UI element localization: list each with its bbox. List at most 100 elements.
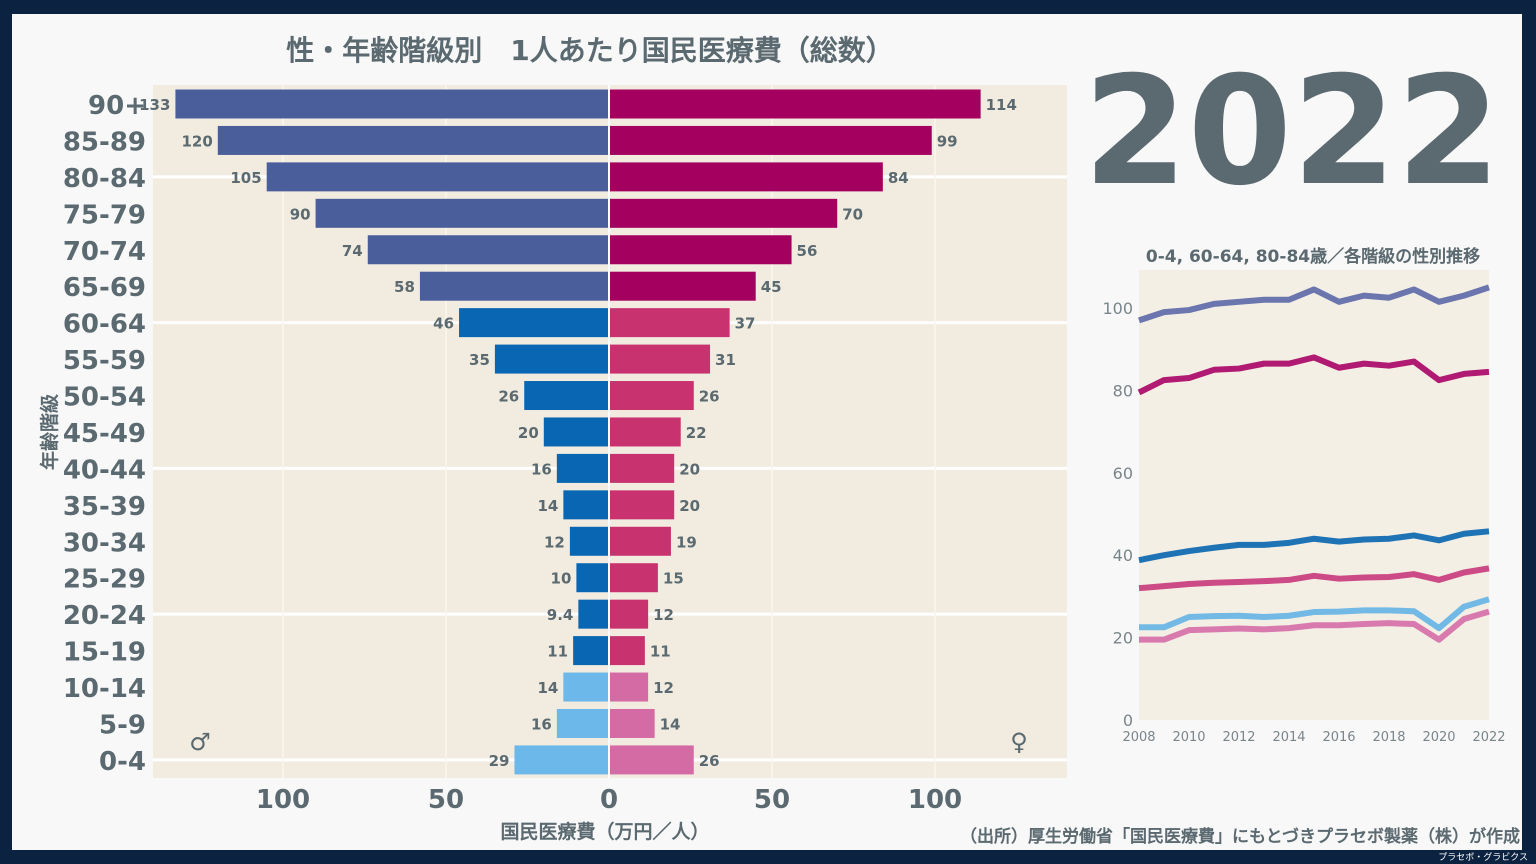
bar-male-0-4 xyxy=(514,745,609,775)
data-label-male: 11 xyxy=(547,643,568,661)
x-tick-label: 0 xyxy=(600,785,618,815)
y-tick-label: 25-29 xyxy=(63,565,146,595)
data-label-male: 29 xyxy=(489,752,510,770)
bar-male-65-69 xyxy=(419,271,609,301)
line-series-60-64-male xyxy=(1138,528,1490,564)
line-series-80-84-female xyxy=(1137,354,1490,396)
x-tick-label: 100 xyxy=(256,785,310,815)
data-label-male: 14 xyxy=(537,497,558,515)
data-label-female: 19 xyxy=(676,533,697,551)
data-label-male: 133 xyxy=(139,96,170,114)
line-x-tick-label: 2008 xyxy=(1122,730,1155,745)
pyramid-y-axis-label: 年齢階級 xyxy=(38,394,61,470)
data-label-female: 31 xyxy=(715,351,736,369)
data-label-female: 11 xyxy=(650,643,671,661)
bar-male-70-74 xyxy=(367,235,609,265)
female-symbol: ♀ xyxy=(1010,728,1028,756)
bar-male-60-64 xyxy=(459,308,609,338)
y-tick-label: 30-34 xyxy=(63,528,146,558)
line-y-tick-label: 60 xyxy=(1113,464,1133,483)
bar-female-5-9 xyxy=(609,708,655,738)
data-label-male: 16 xyxy=(531,460,552,478)
line-x-tick-label: 2022 xyxy=(1472,730,1505,745)
x-tick-label: 100 xyxy=(908,785,962,815)
data-label-male: 10 xyxy=(551,570,572,588)
bar-female-0-4 xyxy=(609,745,694,775)
data-label-male: 35 xyxy=(469,351,490,369)
line-x-tick-label: 2018 xyxy=(1372,730,1405,745)
year-label: 2022 xyxy=(1083,45,1500,219)
data-label-female: 15 xyxy=(663,570,684,588)
bar-male-30-34 xyxy=(569,526,609,556)
bar-female-20-24 xyxy=(609,599,649,629)
bar-female-50-54 xyxy=(609,381,694,411)
data-label-male: 26 xyxy=(498,388,519,406)
bar-female-30-34 xyxy=(609,526,671,556)
pyramid-x-axis-label: 国民医療費（万円／人） xyxy=(500,820,709,843)
bar-female-15-19 xyxy=(609,636,645,666)
data-label-male: 9.4 xyxy=(547,606,574,624)
y-tick-label: 10-14 xyxy=(63,674,146,704)
y-tick-label: 0-4 xyxy=(99,747,146,777)
data-label-male: 20 xyxy=(518,424,539,442)
data-label-female: 12 xyxy=(653,606,674,624)
line-series-0-4-female xyxy=(1139,608,1490,643)
data-label-female: 22 xyxy=(686,424,707,442)
data-label-female: 20 xyxy=(679,497,700,515)
line-series-0-4-male xyxy=(1139,596,1490,632)
data-label-female: 20 xyxy=(679,460,700,478)
bar-female-65-69 xyxy=(609,271,756,301)
line-x-tick-label: 2012 xyxy=(1222,730,1255,745)
data-label-male: 16 xyxy=(531,715,552,733)
y-tick-label: 40-44 xyxy=(63,455,146,485)
data-label-female: 56 xyxy=(797,242,818,260)
data-label-male: 46 xyxy=(433,315,454,333)
line-y-tick-label: 100 xyxy=(1102,299,1133,318)
x-tick-label: 50 xyxy=(754,785,790,815)
line-y-tick-label: 80 xyxy=(1113,381,1133,400)
source-note: （出所）厚生労働省「国民医療費」にもとづきプラセボ製薬（株）が作成 xyxy=(960,826,1520,847)
male-symbol: ♂ xyxy=(189,728,211,756)
data-label-female: 26 xyxy=(699,752,720,770)
data-label-female: 14 xyxy=(660,715,681,733)
bar-male-45-49 xyxy=(543,417,609,447)
bar-female-75-79 xyxy=(609,198,838,228)
bar-male-75-79 xyxy=(315,198,609,228)
line-y-tick-label: 40 xyxy=(1113,546,1133,565)
bar-male-55-59 xyxy=(494,344,609,374)
data-label-female: 45 xyxy=(761,278,782,296)
y-tick-label: 60-64 xyxy=(63,310,146,340)
bar-female-10-14 xyxy=(609,672,649,702)
data-label-male: 74 xyxy=(342,242,363,260)
data-label-female: 37 xyxy=(735,315,756,333)
pyramid-title: 性・年齢階級別 1人あたり国民医療費（総数） xyxy=(286,34,894,67)
data-label-female: 114 xyxy=(986,96,1017,114)
bar-male-10-14 xyxy=(563,672,609,702)
data-label-male: 14 xyxy=(537,679,558,697)
line-x-tick-label: 2016 xyxy=(1322,730,1355,745)
y-tick-label: 15-19 xyxy=(63,638,146,668)
bar-male-35-39 xyxy=(563,490,609,520)
bar-female-25-29 xyxy=(609,563,658,593)
y-tick-label: 85-89 xyxy=(63,127,146,157)
y-tick-label: 55-59 xyxy=(63,346,146,376)
data-label-male: 120 xyxy=(181,132,212,150)
bar-male-5-9 xyxy=(556,708,609,738)
y-tick-label: 65-69 xyxy=(63,273,146,303)
brand-label: プラセボ・グラビクス xyxy=(1438,853,1528,863)
data-label-male: 90 xyxy=(290,205,311,223)
line-x-tick-label: 2020 xyxy=(1422,730,1455,745)
bar-male-15-19 xyxy=(573,636,609,666)
bar-male-85-89 xyxy=(217,125,610,155)
data-label-female: 12 xyxy=(653,679,674,697)
y-tick-label: 70-74 xyxy=(63,237,146,267)
y-tick-label: 75-79 xyxy=(63,200,146,230)
bar-female-70-74 xyxy=(609,235,792,265)
bar-female-90+ xyxy=(609,89,981,119)
bar-female-45-49 xyxy=(609,417,681,447)
data-label-male: 58 xyxy=(394,278,415,296)
data-label-female: 99 xyxy=(937,132,958,150)
bar-female-80-84 xyxy=(609,162,883,192)
bar-female-40-44 xyxy=(609,453,675,483)
